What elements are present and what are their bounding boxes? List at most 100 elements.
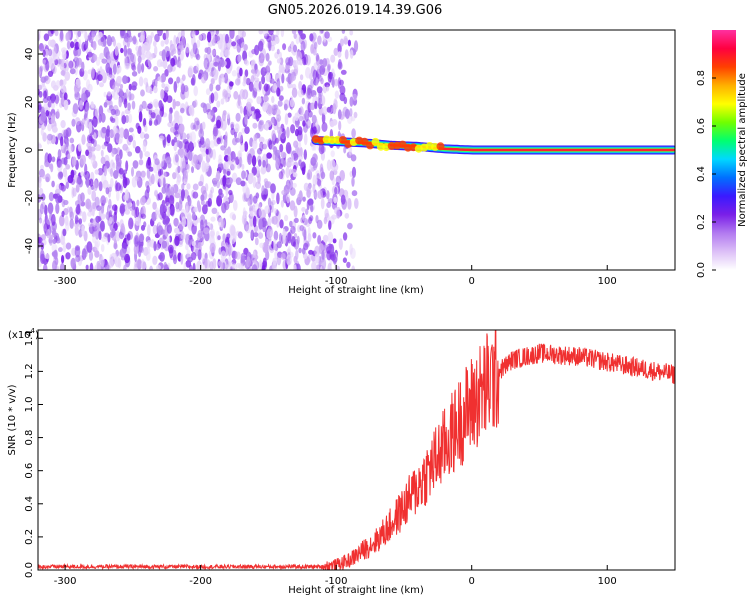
noise-blob (250, 229, 254, 240)
noise-blob (119, 248, 126, 258)
noise-blob (200, 194, 205, 202)
noise-blob (146, 240, 152, 248)
noise-blob (242, 80, 246, 87)
noise-blob (107, 143, 113, 153)
spectrogram-y-axis-label: Frequency (Hz) (7, 112, 18, 188)
noise-blob (205, 148, 209, 155)
noise-blob (223, 90, 229, 98)
noise-blob (203, 57, 210, 70)
noise-blob (139, 104, 143, 112)
noise-blob (112, 165, 116, 171)
noise-blob (156, 264, 161, 270)
noise-blob (77, 30, 82, 38)
noise-blob (347, 39, 351, 47)
colorbar: 0.0 0.2 0.4 0.6 0.8 Normalized spectral ampl… (696, 30, 748, 278)
noise-blob (225, 178, 232, 185)
noise-blob (289, 98, 295, 108)
noise-blob (293, 140, 299, 148)
noise-blob (116, 75, 122, 84)
noise-blob (252, 215, 257, 228)
noise-blob (75, 254, 81, 263)
noise-blob (183, 262, 187, 270)
noise-blob (297, 57, 301, 65)
y-tick-label: 0 (24, 147, 35, 153)
noise-blob (255, 110, 260, 122)
noise-blob (238, 263, 244, 270)
noise-blob (105, 128, 111, 138)
noise-blob (257, 173, 261, 185)
noise-blob (222, 175, 227, 187)
noise-blob (40, 122, 47, 130)
noise-blob (123, 98, 128, 109)
noise-blob (162, 32, 167, 41)
noise-blob (251, 264, 258, 270)
noise-blob (99, 220, 105, 232)
noise-blob (193, 206, 198, 213)
noise-blob (59, 102, 63, 108)
noise-blob (49, 234, 54, 240)
noise-blob (112, 91, 119, 100)
noise-blob (165, 187, 171, 199)
noise-blob (116, 190, 120, 202)
noise-blob (256, 96, 262, 105)
noise-blob (180, 253, 184, 265)
noise-blob (200, 140, 207, 148)
noise-blob (204, 103, 211, 113)
noise-blob (157, 76, 162, 82)
noise-blob (201, 252, 205, 263)
noise-blob (243, 217, 248, 230)
noise-blob (261, 185, 265, 196)
noise-blob (239, 142, 246, 152)
noise-blob (43, 90, 47, 99)
noise-blob (166, 224, 172, 234)
noise-blob (77, 143, 82, 152)
noise-blob (88, 204, 93, 213)
noise-blob (51, 213, 56, 226)
noise-blob (154, 33, 160, 43)
noise-blob (340, 69, 347, 75)
noise-blob (299, 106, 304, 116)
noise-blob (250, 106, 255, 112)
noise-blob (119, 127, 125, 139)
noise-blob (157, 192, 163, 201)
noise-blob (343, 35, 348, 45)
noise-blob (102, 179, 109, 190)
noise-blob (192, 262, 196, 270)
noise-blob (127, 48, 133, 56)
noise-blob (246, 98, 253, 105)
noise-blob (183, 148, 187, 156)
noise-blob (220, 219, 225, 227)
noise-blob (184, 87, 189, 98)
noise-blob (107, 233, 111, 243)
noise-blob (301, 226, 307, 237)
noise-blob (159, 252, 165, 262)
noise-blob (349, 108, 353, 117)
noise-blob (271, 216, 275, 224)
noise-blob (73, 30, 78, 35)
noise-blob (327, 198, 334, 204)
noise-blob (122, 176, 128, 189)
noise-blob (46, 229, 51, 239)
noise-blob (99, 82, 104, 88)
noise-blob (327, 64, 331, 73)
noise-blob (228, 261, 235, 270)
noise-blob (117, 258, 122, 269)
noise-blob (159, 204, 164, 216)
noise-blob (151, 211, 157, 222)
noise-blob (70, 41, 75, 49)
noise-blob (292, 241, 297, 248)
noise-blob (270, 45, 275, 52)
noise-blob (100, 244, 105, 252)
chart-title: GN05.2026.019.14.39.G06 (268, 3, 443, 18)
noise-blob (115, 182, 121, 192)
noise-blob (166, 95, 173, 103)
noise-blob (248, 81, 254, 92)
noise-blob (338, 59, 342, 69)
noise-blob (47, 70, 54, 77)
y-tick-label: 0.8 (24, 430, 35, 446)
noise-blob (65, 164, 71, 170)
noise-blob (103, 261, 110, 270)
noise-blob (125, 88, 129, 98)
noise-blob (96, 205, 102, 212)
noise-blob (216, 100, 221, 108)
